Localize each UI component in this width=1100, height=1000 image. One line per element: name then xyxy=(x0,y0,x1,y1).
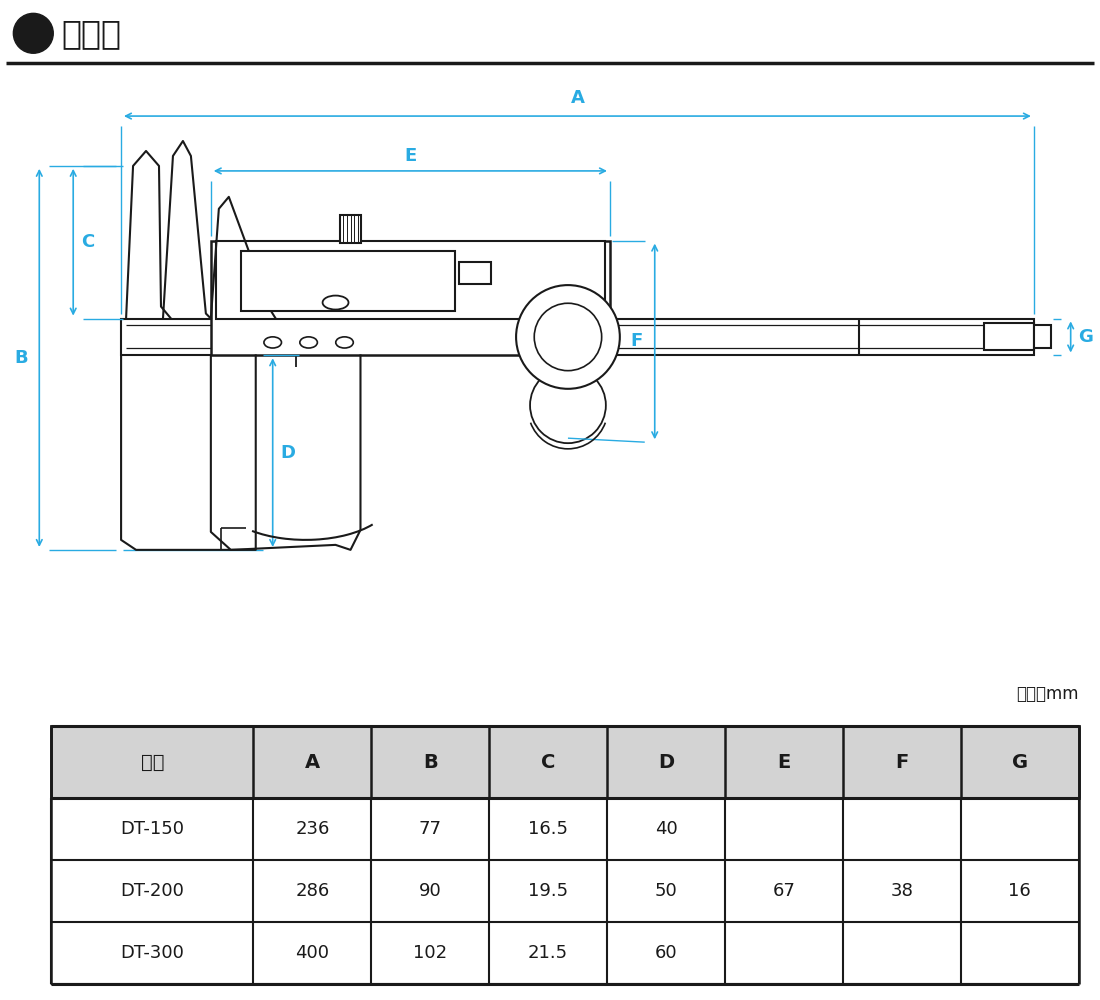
Text: A: A xyxy=(305,753,320,772)
Bar xyxy=(52,798,1079,860)
Bar xyxy=(52,726,1079,798)
Text: 19.5: 19.5 xyxy=(528,882,569,900)
Circle shape xyxy=(516,285,619,389)
Text: 400: 400 xyxy=(295,944,329,962)
Bar xyxy=(1034,325,1050,348)
Text: E: E xyxy=(778,753,791,772)
Text: 単位：mm: 単位：mm xyxy=(1016,685,1079,703)
Ellipse shape xyxy=(300,337,318,348)
Text: 16.5: 16.5 xyxy=(528,820,568,838)
Bar xyxy=(52,922,1079,984)
Ellipse shape xyxy=(322,296,349,310)
Text: D: D xyxy=(280,444,295,462)
Text: 77: 77 xyxy=(419,820,442,838)
Bar xyxy=(459,262,491,284)
Bar xyxy=(241,251,455,311)
Ellipse shape xyxy=(264,337,282,348)
Text: D: D xyxy=(658,753,674,772)
Text: 60: 60 xyxy=(654,944,678,962)
Text: F: F xyxy=(630,332,642,350)
Text: 90: 90 xyxy=(419,882,441,900)
Text: 50: 50 xyxy=(654,882,678,900)
Text: C: C xyxy=(81,233,95,251)
Text: DT-200: DT-200 xyxy=(120,882,185,900)
Text: DT-150: DT-150 xyxy=(120,820,185,838)
Bar xyxy=(983,323,1034,350)
Text: 286: 286 xyxy=(295,882,329,900)
Text: G: G xyxy=(1078,328,1093,346)
Text: C: C xyxy=(541,753,556,772)
Bar xyxy=(121,319,1034,355)
Bar xyxy=(216,241,605,319)
Text: F: F xyxy=(895,753,909,772)
Text: B: B xyxy=(422,753,438,772)
Text: 16: 16 xyxy=(1009,882,1031,900)
Text: A: A xyxy=(571,89,584,107)
Bar xyxy=(340,215,362,243)
Text: E: E xyxy=(404,147,417,165)
Text: 67: 67 xyxy=(772,882,795,900)
Circle shape xyxy=(530,367,606,443)
Text: DT-300: DT-300 xyxy=(120,944,185,962)
Text: G: G xyxy=(1012,753,1027,772)
Text: 品番: 品番 xyxy=(141,753,164,772)
Text: B: B xyxy=(14,349,29,367)
Text: 21.5: 21.5 xyxy=(528,944,569,962)
Text: 102: 102 xyxy=(414,944,448,962)
Bar xyxy=(211,241,609,355)
Bar xyxy=(52,860,1079,922)
Text: 寸法図: 寸法図 xyxy=(62,17,121,50)
Text: 38: 38 xyxy=(890,882,913,900)
Text: 236: 236 xyxy=(295,820,330,838)
Ellipse shape xyxy=(336,337,353,348)
Circle shape xyxy=(13,13,53,53)
Text: 40: 40 xyxy=(654,820,678,838)
Circle shape xyxy=(535,303,602,371)
